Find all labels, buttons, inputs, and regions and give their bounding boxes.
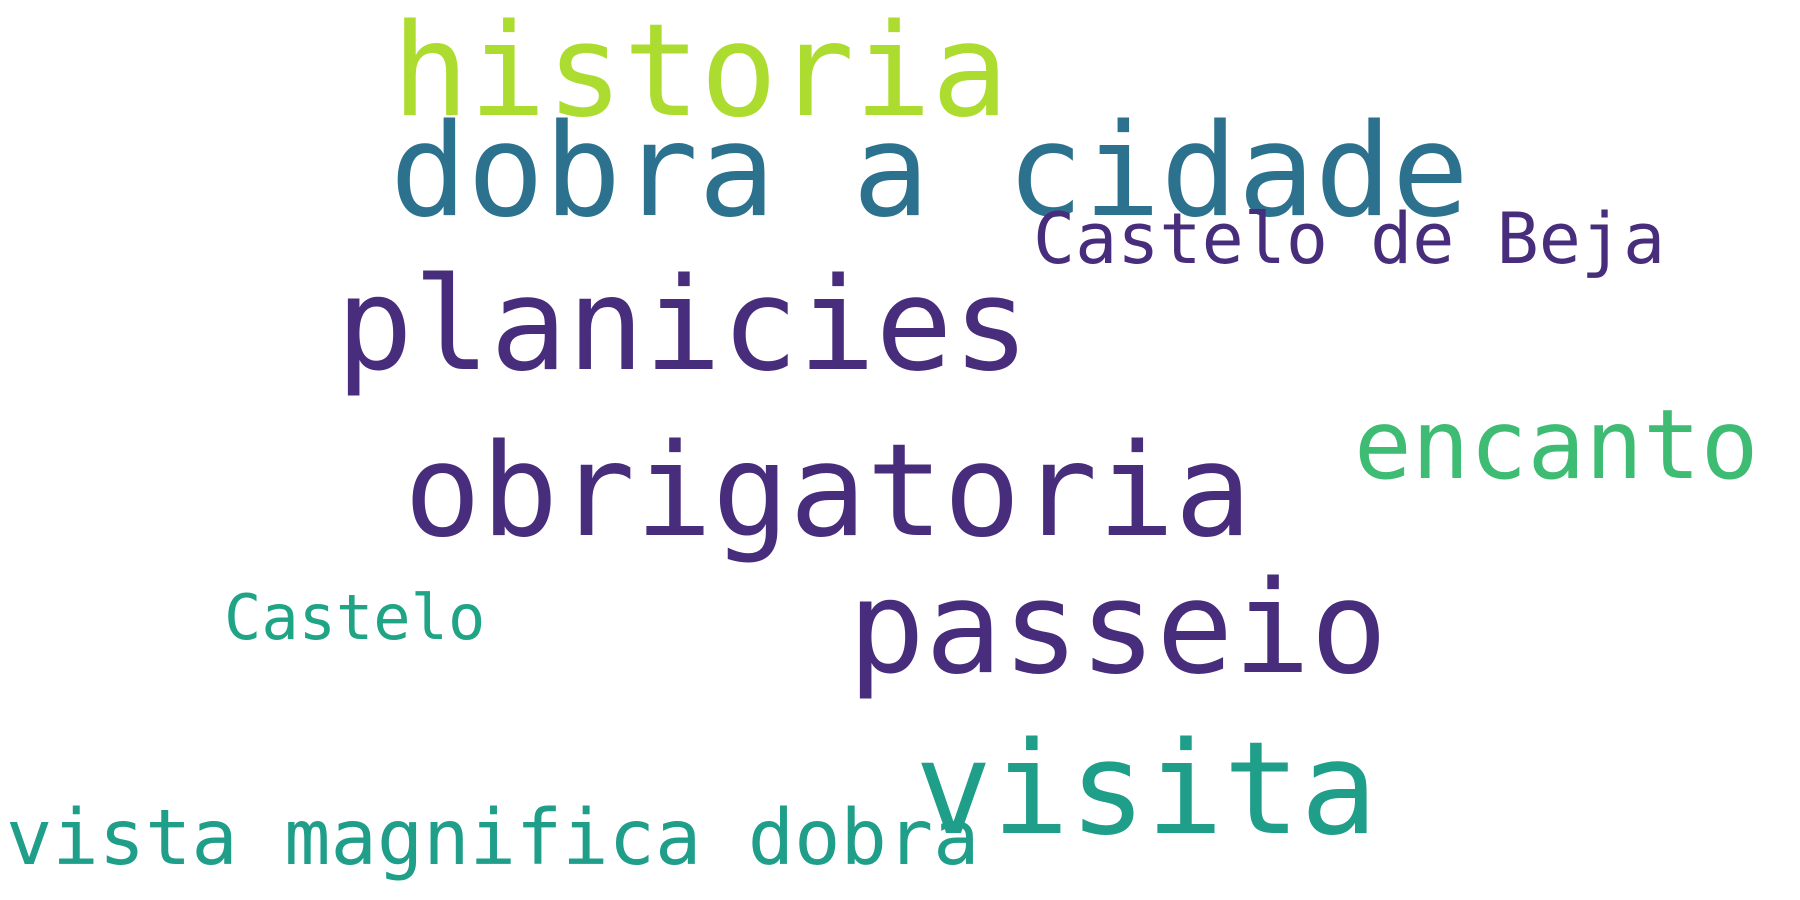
word-historia: historia xyxy=(392,0,1009,146)
word-encanto: encanto xyxy=(1354,389,1759,501)
word-castelo-de-beja: Castelo de Beja xyxy=(1033,198,1666,280)
word-passeio: passeio xyxy=(848,554,1388,703)
word-visita: visita xyxy=(915,715,1378,864)
word-vista-magnifica-dobra: vista magnifica dobra xyxy=(6,794,980,883)
word-dobra-a-cidade: dobra a cidade xyxy=(390,97,1469,246)
word-obrigatoria: obrigatoria xyxy=(404,417,1252,566)
word-castelo: Castelo xyxy=(224,581,486,654)
word-planicies: planicies xyxy=(336,251,1030,400)
